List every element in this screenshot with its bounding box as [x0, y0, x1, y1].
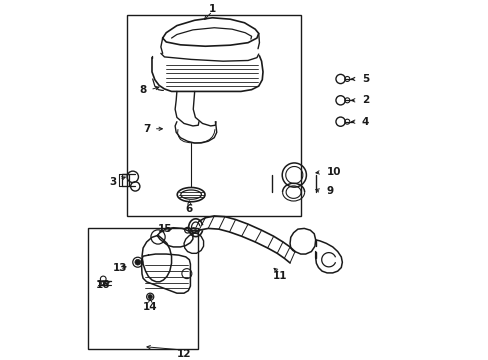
Bar — [88, 229, 198, 350]
Text: 16: 16 — [96, 280, 110, 291]
Text: 5: 5 — [361, 74, 368, 84]
Text: 2: 2 — [361, 95, 368, 105]
Text: 11: 11 — [272, 271, 287, 282]
Text: 10: 10 — [325, 167, 340, 177]
Text: 15: 15 — [157, 224, 171, 234]
Text: 3: 3 — [109, 177, 116, 187]
Text: 7: 7 — [143, 124, 150, 134]
Text: 8: 8 — [139, 85, 146, 95]
Text: 1: 1 — [208, 4, 216, 14]
Text: 4: 4 — [361, 117, 368, 127]
Bar — [127, 15, 301, 216]
Text: 13: 13 — [113, 262, 127, 273]
Text: 12: 12 — [176, 349, 191, 359]
Text: 14: 14 — [142, 302, 157, 312]
Text: 9: 9 — [325, 186, 333, 196]
Circle shape — [148, 294, 152, 299]
Text: 6: 6 — [185, 204, 193, 214]
Circle shape — [135, 260, 141, 265]
